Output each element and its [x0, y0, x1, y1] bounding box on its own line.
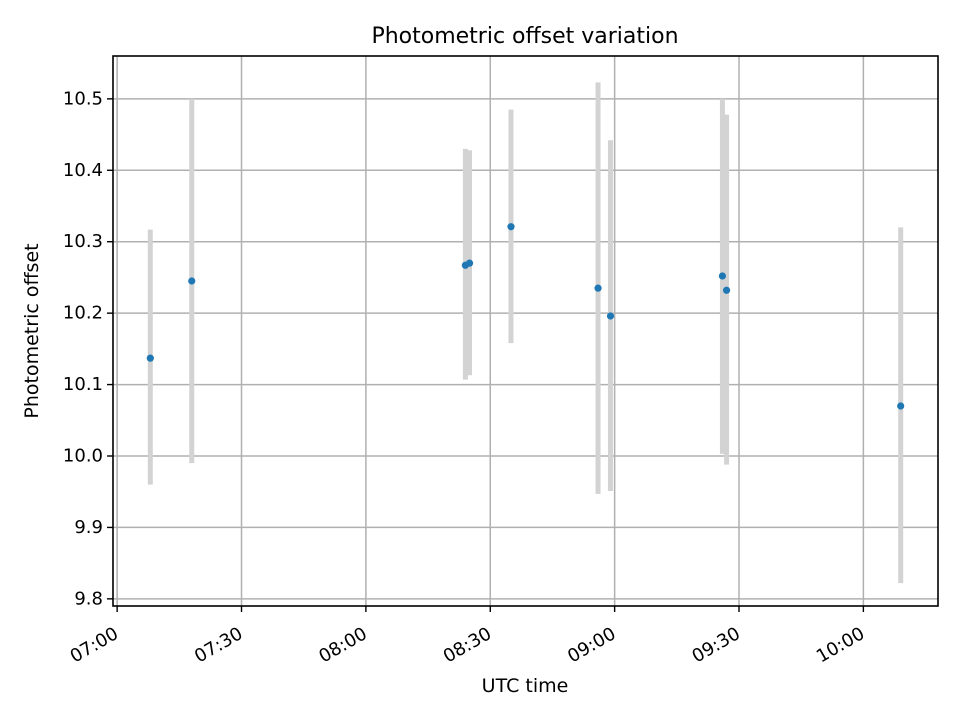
data-point — [594, 284, 602, 292]
y-tick-label: 10.2 — [63, 303, 103, 324]
y-tick-label: 9.8 — [74, 588, 103, 609]
grid — [113, 56, 938, 606]
data-point — [188, 277, 196, 285]
y-tick-label: 10.1 — [63, 374, 103, 395]
data-points — [146, 223, 905, 410]
data-point — [507, 223, 515, 231]
data-point — [606, 312, 615, 320]
x-axis-label: UTC time — [482, 675, 569, 697]
y-axis-label: Photometric offset — [21, 243, 43, 418]
chart-title: Photometric offset variation — [371, 24, 678, 49]
plot-frame — [112, 55, 939, 607]
y-axis: 9.8 9.9 10.0 10.1 10.2 10.3 10.4 10.5 — [63, 88, 113, 609]
y-tick-label: 9.9 — [74, 517, 103, 538]
data-point — [722, 286, 731, 294]
data-point — [465, 259, 474, 267]
data-point — [718, 272, 727, 280]
y-tick-label: 10.0 — [63, 446, 103, 467]
data-point — [146, 354, 154, 362]
data-point — [897, 402, 905, 410]
y-tick-label: 10.5 — [63, 88, 103, 109]
y-tick-label: 10.3 — [63, 231, 103, 252]
y-tick-label: 10.4 — [63, 160, 103, 181]
